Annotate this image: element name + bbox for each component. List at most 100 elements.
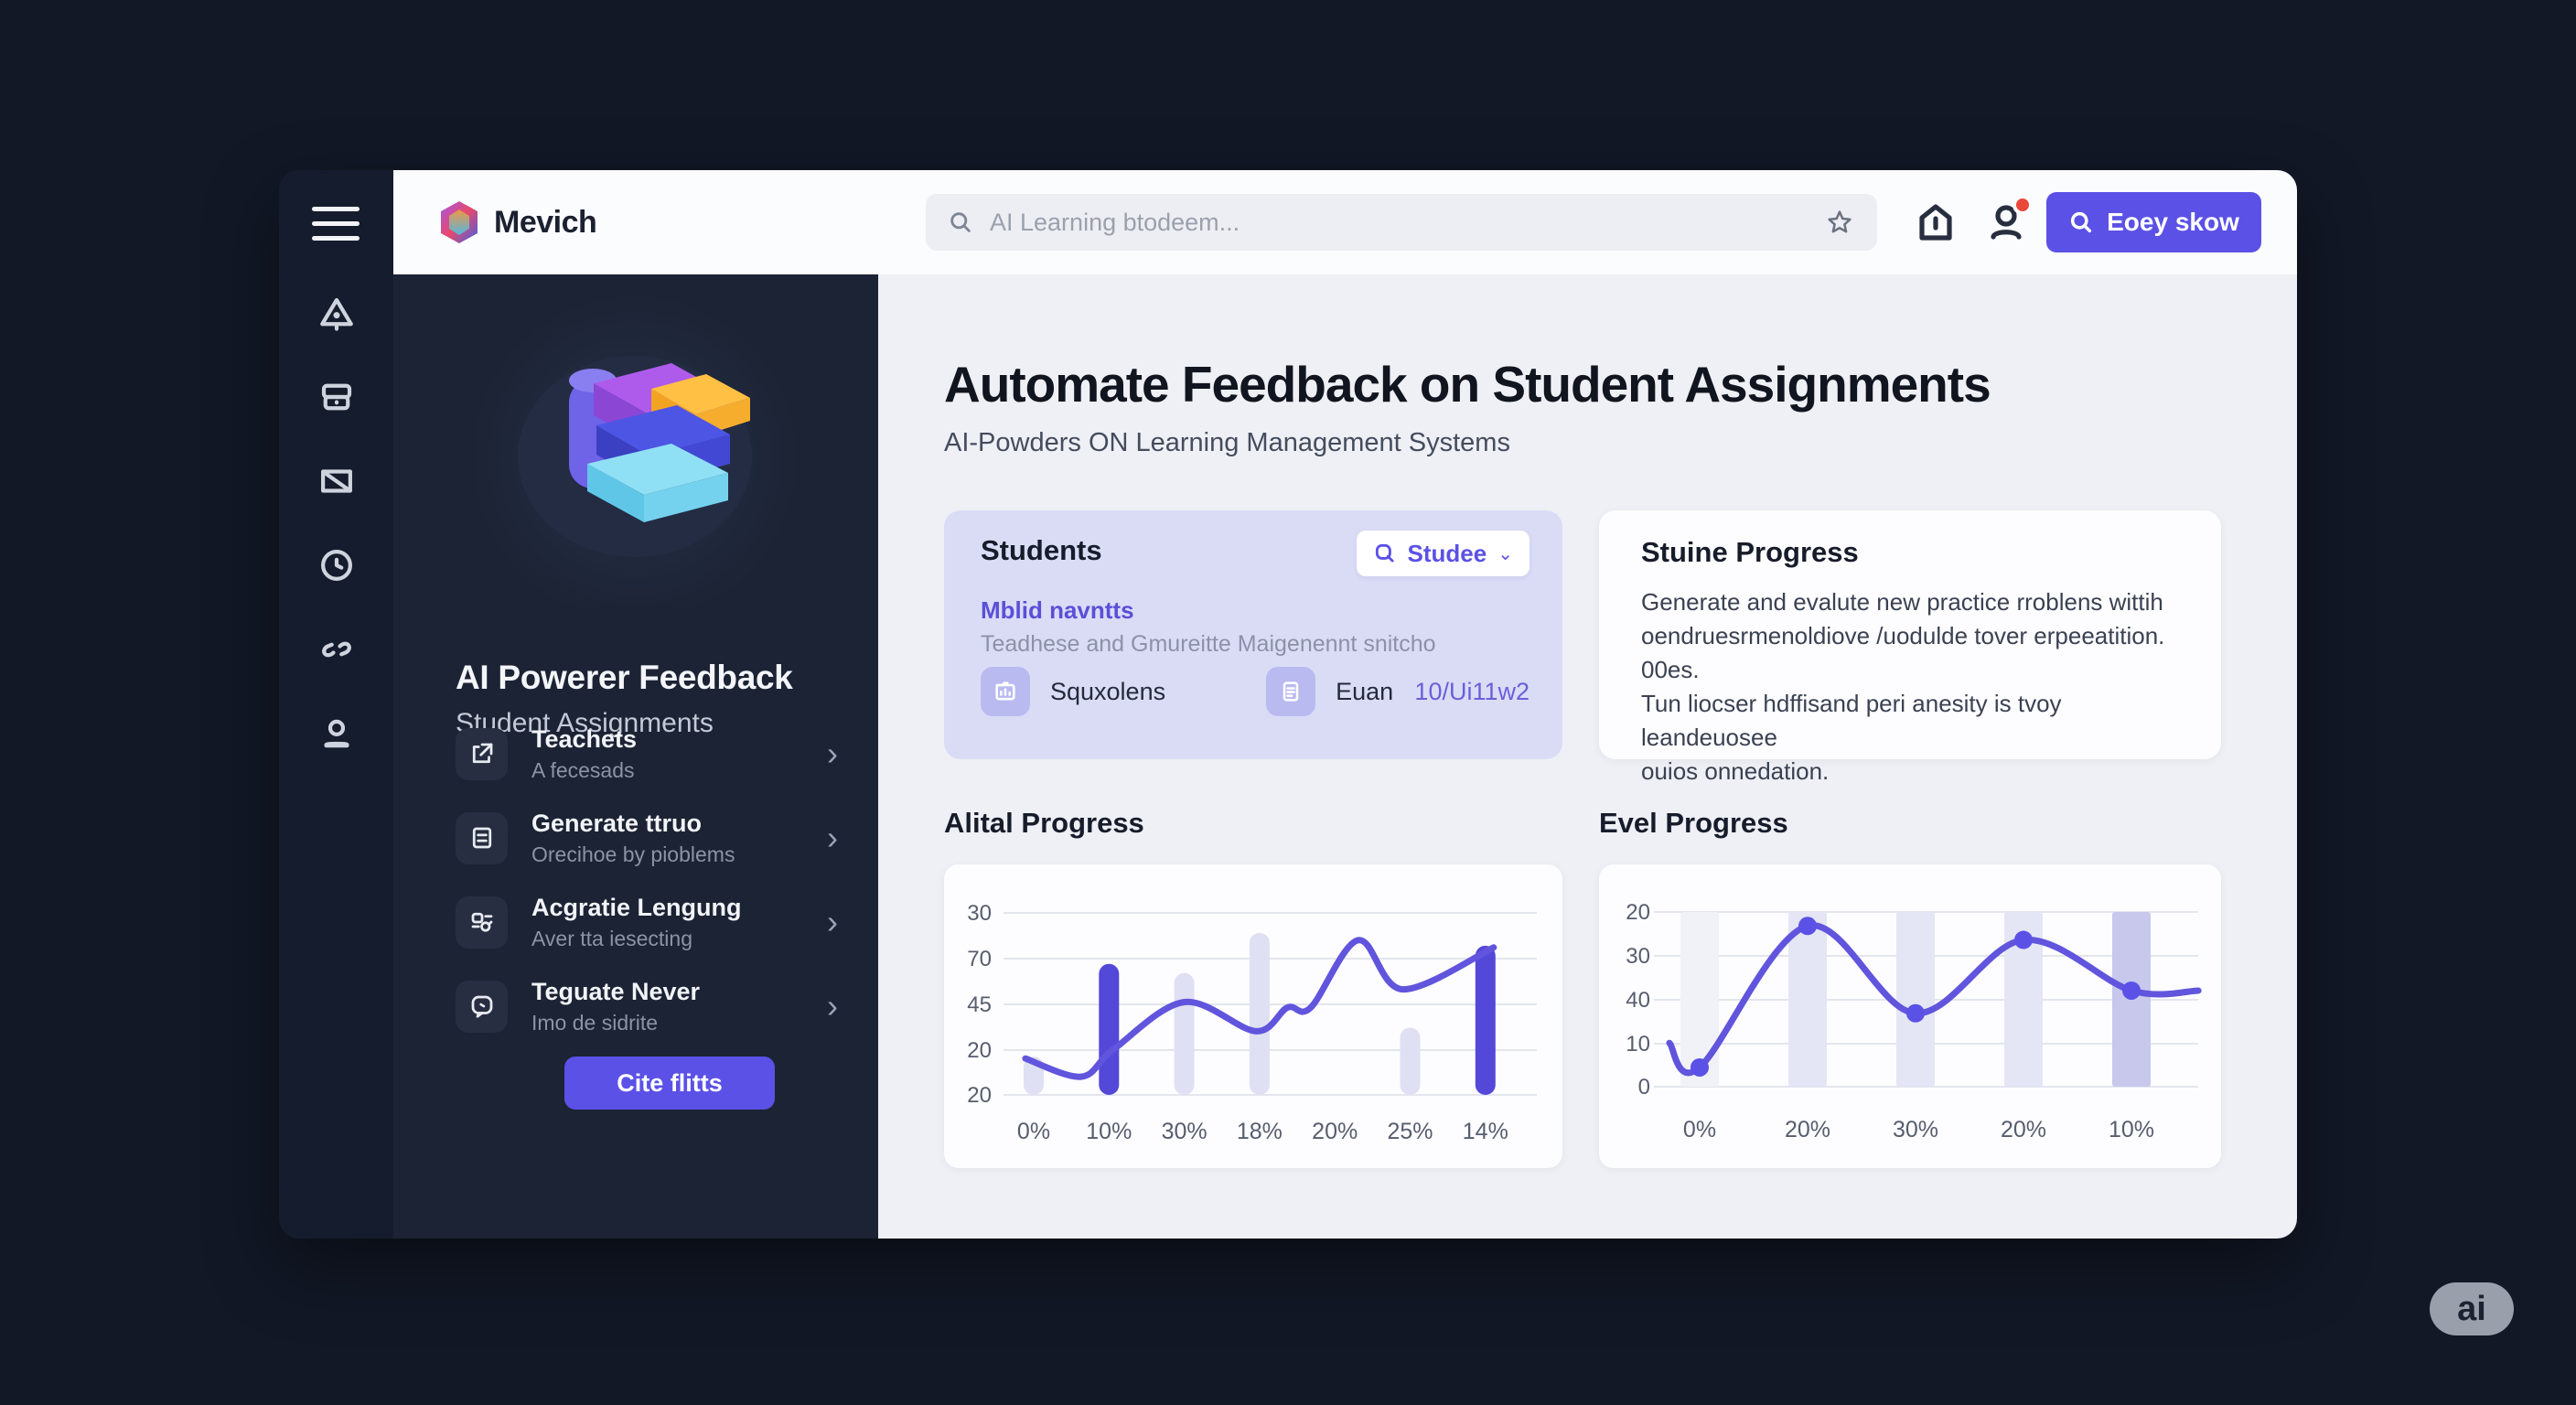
notification-badge [2012, 195, 2033, 215]
sidebar-menu: Teachets A fecesads › Generate ttruo Ore… [456, 712, 843, 1048]
briefcase-icon[interactable] [317, 378, 356, 416]
menu-item-sub: A fecesads [531, 757, 635, 782]
document-lines-icon [456, 811, 508, 864]
svg-text:10: 10 [1626, 1032, 1650, 1056]
progress-card-body: Generate and evalute new practice rroble… [1641, 585, 2190, 788]
chat-square-icon [456, 980, 508, 1033]
svg-text:0%: 0% [1017, 1119, 1050, 1144]
svg-text:20: 20 [967, 1038, 992, 1063]
svg-text:10%: 10% [2109, 1117, 2154, 1142]
hamburger-menu-icon[interactable] [312, 207, 360, 251]
progress-line: 00es. [1641, 656, 1700, 683]
svg-text:18%: 18% [1237, 1119, 1283, 1144]
header-cta-button[interactable]: Eoey skow [2046, 192, 2261, 252]
page-subtitle: AI-Powders ON Learning Management System… [944, 428, 1510, 457]
search-input[interactable] [990, 208, 1824, 237]
menu-item-label: Teachets [531, 724, 638, 753]
progress-card-title: Stuine Progress [1641, 536, 1859, 568]
search-bar[interactable] [926, 194, 1877, 251]
top-header: Mevich Eoey skow [393, 170, 2297, 274]
flask-settings-icon [456, 896, 508, 949]
profile-icon[interactable] [1985, 195, 2033, 244]
chevron-right-icon: › [827, 987, 838, 1024]
svg-text:70: 70 [967, 947, 992, 971]
sidebar-cta-button[interactable]: Cite flitts [564, 1056, 775, 1110]
svg-text:20: 20 [967, 1083, 992, 1108]
menu-item-label: Teguate Never [531, 977, 701, 1005]
chevron-down-icon: ⌄ [1497, 543, 1513, 564]
star-icon[interactable] [1824, 207, 1855, 238]
search-icon [2071, 211, 2092, 233]
home-icon[interactable] [1914, 200, 1958, 244]
sidebar-item-teachets[interactable]: Teachets A fecesads › [456, 712, 843, 796]
menu-item-sub: Orecihoe by pioblems [531, 842, 735, 866]
user-icon[interactable] [317, 714, 356, 753]
students-value: 10/Ui11w2 [1414, 677, 1530, 705]
sidebar-title: AI Powerer Feedback [456, 659, 793, 696]
svg-text:25%: 25% [1387, 1119, 1433, 1144]
icon-rail [279, 170, 393, 1239]
menu-item-sub: Imo de sidrite [531, 1010, 659, 1035]
sidebar: AI Powerer Feedback Student Assignments … [393, 274, 878, 1239]
progress-line: ouios onnedation. [1641, 757, 1830, 785]
sidebar-item-acgratie[interactable]: Acgratie Lengung Aver tta iesecting › [456, 880, 843, 964]
menu-item-label: Generate ttruo [531, 809, 703, 837]
clock-icon[interactable] [317, 546, 356, 585]
progress-line: oendruesrmenoldiove /uodulde tover erpee… [1641, 622, 2165, 649]
svg-text:14%: 14% [1463, 1119, 1508, 1144]
students-dropdown-label: Studee [1407, 539, 1487, 567]
main-content: Automate Feedback on Student Assignments… [878, 274, 2297, 1239]
brand-logo-icon [441, 201, 478, 243]
stat-label: Squxolens [1050, 677, 1166, 705]
chevron-right-icon: › [827, 735, 838, 772]
svg-text:45: 45 [967, 992, 992, 1017]
svg-text:20%: 20% [1785, 1117, 1830, 1142]
search-icon [950, 212, 971, 232]
header-cta-label: Eoey skow [2107, 208, 2239, 236]
svg-text:30: 30 [1626, 944, 1650, 969]
students-stats-row: Squxolens Euan 10/Ui11w2 [981, 666, 1530, 717]
brand-name: Mevich [494, 204, 597, 240]
mail-icon[interactable] [317, 462, 356, 500]
page-title: Automate Feedback on Student Assignments [944, 356, 1991, 413]
svg-text:40: 40 [1626, 988, 1650, 1013]
students-card-title: Students [981, 534, 1102, 566]
progress-line: Generate and evalute new practice rroble… [1641, 588, 2163, 616]
svg-text:20%: 20% [2001, 1117, 2046, 1142]
students-description: Teadhese and Gmureitte Maigenennt snitch… [981, 631, 1436, 657]
document-icon [1266, 667, 1316, 716]
students-link[interactable]: Mblid navntts [981, 596, 1134, 624]
stacked-blocks-illustration [470, 296, 800, 607]
progress-line: Tun liocser hdffisand peri anesity is tv… [1641, 690, 2062, 751]
menu-item-sub: Aver tta iesecting [531, 926, 693, 950]
chevron-right-icon: › [827, 903, 838, 940]
menu-item-label: Acgratie Lengung [531, 893, 742, 921]
svg-text:30%: 30% [1893, 1117, 1938, 1142]
chart-alital-progress: 30 70 45 20 20 0% 10% 30% 18% 20% 25% 14% [944, 864, 1562, 1168]
alert-triangle-icon[interactable] [317, 294, 356, 332]
chart-title-right: Evel Progress [1599, 807, 1788, 839]
svg-text:30: 30 [967, 901, 992, 926]
svg-text:20%: 20% [1312, 1119, 1358, 1144]
svg-text:30%: 30% [1162, 1119, 1208, 1144]
stat-label: Euan [1336, 677, 1394, 705]
chevron-right-icon: › [827, 819, 838, 856]
brand[interactable]: Mevich [439, 170, 597, 274]
students-card: Students Studee ⌄ Mblid navntts Teadhese… [944, 510, 1562, 759]
svg-text:0: 0 [1638, 1075, 1650, 1099]
students-dropdown[interactable]: Studee ⌄ [1356, 531, 1530, 576]
search-icon [1375, 543, 1394, 563]
sidebar-item-teguate[interactable]: Teguate Never Imo de sidrite › [456, 964, 843, 1048]
chart-evel-progress: 20 30 40 10 0 0% 20% 30% 20% 10% [1599, 864, 2221, 1168]
link-icon[interactable] [317, 630, 356, 669]
app-window: Mevich Eoey skow [279, 170, 2297, 1239]
progress-card: Stuine Progress Generate and evalute new… [1599, 510, 2221, 785]
svg-text:10%: 10% [1086, 1119, 1132, 1144]
sidebar-item-generate[interactable]: Generate ttruo Orecihoe by pioblems › [456, 796, 843, 880]
share-box-icon [456, 727, 508, 780]
ai-badge: ai [2430, 1282, 2514, 1335]
svg-text:20: 20 [1626, 900, 1650, 925]
svg-text:0%: 0% [1683, 1117, 1716, 1142]
folder-chart-icon [981, 667, 1030, 716]
